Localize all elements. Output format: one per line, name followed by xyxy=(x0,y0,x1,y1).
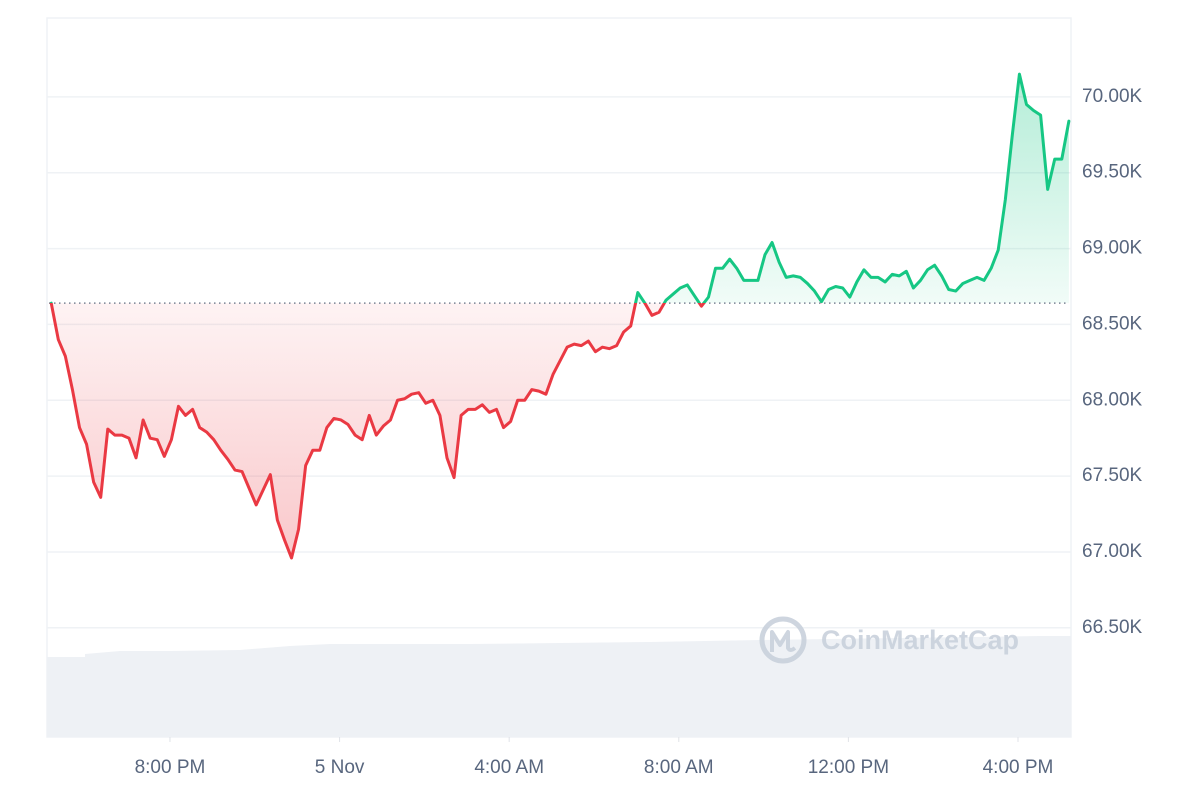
watermark: CoinMarketCap xyxy=(759,616,1019,664)
x-tick-label: 5 Nov xyxy=(315,757,365,778)
volume-backdrop xyxy=(47,636,1071,737)
y-tick-label: 66.50K xyxy=(1082,617,1143,638)
price-line xyxy=(49,72,1071,560)
x-tick-label: 4:00 PM xyxy=(983,757,1054,778)
watermark-text: CoinMarketCap xyxy=(821,625,1019,655)
x-tick-label: 8:00 AM xyxy=(644,757,714,778)
y-tick-label: 68.00K xyxy=(1082,389,1143,410)
y-tick-label: 70.00K xyxy=(1082,86,1143,107)
y-tick-label: 69.00K xyxy=(1082,238,1143,259)
y-tick-label: 67.50K xyxy=(1082,465,1143,486)
series-layer xyxy=(49,72,1071,560)
y-tick-label: 67.00K xyxy=(1082,541,1143,562)
x-tick-label: 8:00 PM xyxy=(135,757,206,778)
x-tick-label: 4:00 AM xyxy=(474,757,544,778)
y-tick-label: 69.50K xyxy=(1082,162,1143,183)
watermark-logo-mark xyxy=(770,630,797,652)
axes: 66.50K 67.00K 67.50K 68.00K 68.50K 69.00K 69.5… xyxy=(135,86,1143,778)
y-tick-label: 68.50K xyxy=(1082,313,1143,334)
x-tick-label: 12:00 PM xyxy=(808,757,889,778)
price-area xyxy=(51,74,1069,559)
watermark-logo xyxy=(759,616,807,664)
